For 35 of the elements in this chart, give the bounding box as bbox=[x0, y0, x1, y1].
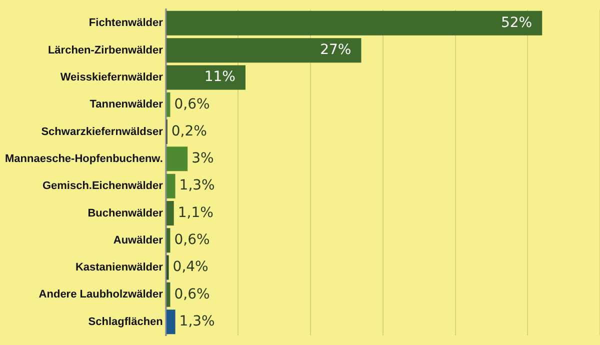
bar bbox=[166, 92, 170, 117]
y-tick-label: Lärchen-Zirbenwälder bbox=[48, 44, 164, 56]
data-label: 27% bbox=[320, 42, 352, 58]
data-label: 1,3% bbox=[179, 313, 215, 330]
bar bbox=[166, 174, 176, 198]
y-tick-label: Schwarzkiefernwäldser bbox=[41, 126, 164, 138]
data-label: 1,1% bbox=[178, 204, 214, 221]
y-tick-label: Kastanienwälder bbox=[75, 262, 164, 274]
bar bbox=[166, 255, 169, 280]
data-label: 0,6% bbox=[174, 96, 210, 112]
bar bbox=[166, 282, 170, 307]
y-tick-label: Buchenwälder bbox=[88, 207, 164, 220]
data-label: 1,3% bbox=[179, 178, 215, 194]
data-label: 3% bbox=[192, 150, 214, 167]
bar bbox=[166, 146, 188, 172]
y-tick-label: Mannaesche-Hopfenbuchenw. bbox=[5, 152, 163, 165]
y-tick-label: Gemisch.Eichenwälder bbox=[42, 180, 164, 192]
data-label: 0,6% bbox=[174, 286, 210, 302]
y-tick-label: Tannenwälder bbox=[90, 98, 164, 111]
bar bbox=[166, 38, 362, 63]
y-tick-label: Schlagflächen bbox=[88, 316, 164, 328]
y-tick-label: Auwälder bbox=[113, 234, 164, 246]
bar bbox=[166, 65, 246, 90]
bar bbox=[166, 10, 542, 36]
y-tick-label: Andere Laubholzwälder bbox=[38, 288, 164, 301]
y-tick-label: Weisskiefernwälder bbox=[60, 72, 164, 84]
y-tick-label: Fichtenwälder bbox=[88, 17, 164, 30]
data-label: 0,4% bbox=[172, 259, 208, 276]
bar bbox=[166, 228, 170, 253]
data-label: 52% bbox=[500, 14, 532, 31]
data-label: 0,6% bbox=[174, 232, 210, 248]
data-label: 0,2% bbox=[171, 123, 207, 140]
bar bbox=[166, 200, 174, 226]
bar bbox=[166, 310, 176, 334]
data-label: 11% bbox=[204, 69, 236, 86]
